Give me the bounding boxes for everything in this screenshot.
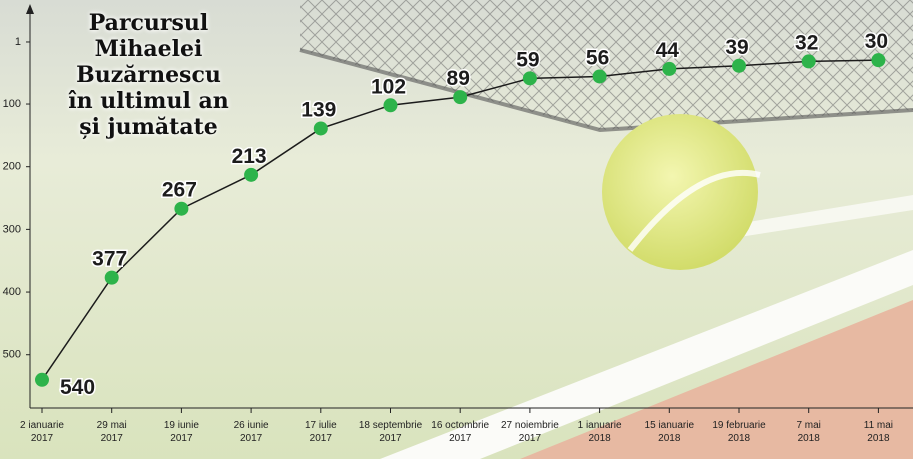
data-point	[383, 98, 398, 113]
chart-title: Parcursul Mihaelei Buzărnescu în ultimul…	[68, 10, 229, 140]
data-point	[104, 270, 119, 285]
data-point	[522, 71, 537, 86]
data-label: 30	[865, 30, 888, 53]
data-point	[801, 54, 816, 69]
data-point	[662, 61, 677, 76]
data-label: 267	[162, 179, 197, 202]
data-label: 540	[60, 376, 95, 399]
data-point	[453, 90, 468, 105]
y-axis-arrow	[26, 4, 34, 14]
y-tick-label: 500	[3, 349, 21, 361]
x-tick-label: 29 mai 2017	[96, 420, 127, 444]
y-tick-label: 400	[3, 286, 21, 298]
data-label: 213	[232, 145, 267, 168]
x-tick-label: 27 noiembrie 2017	[500, 420, 559, 444]
data-label: 59	[516, 48, 539, 71]
x-tick-label: 19 februarie 2018	[712, 420, 766, 444]
data-point	[35, 372, 49, 387]
data-point	[732, 58, 746, 73]
data-label: 32	[795, 31, 818, 54]
data-label: 89	[447, 67, 470, 90]
x-tick-label: 7 mai 2018	[796, 420, 821, 444]
data-point	[871, 53, 886, 68]
data-point	[244, 167, 259, 182]
x-tick-label: 26 iunie 2017	[233, 420, 269, 444]
x-tick-label: 17 iulie 2017	[304, 420, 337, 444]
x-tick-label: 15 ianuarie 2018	[644, 420, 695, 444]
y-tick-label: 1	[15, 36, 21, 48]
data-point	[592, 69, 607, 84]
data-point	[174, 201, 189, 216]
x-tick-label: 16 octombrie 2017	[431, 420, 490, 444]
data-point	[313, 121, 328, 136]
data-label: 377	[92, 248, 127, 271]
data-label: 139	[301, 98, 336, 121]
data-label: 102	[371, 75, 406, 98]
x-tick-label: 18 septembrie 2017	[358, 420, 423, 444]
data-label: 39	[725, 36, 748, 59]
y-tick-label: 200	[3, 161, 21, 173]
data-label: 44	[656, 39, 680, 62]
y-tick-label: 100	[3, 98, 21, 110]
data-label: 56	[586, 46, 609, 69]
x-tick-label: 2 ianuarie 2017	[20, 420, 64, 444]
x-tick-label: 1 ianuarie 2018	[577, 420, 622, 444]
x-tick-label: 19 iunie 2017	[163, 420, 199, 444]
x-tick-label: 11 mai 2018	[863, 420, 894, 444]
y-tick-label: 300	[3, 223, 21, 235]
